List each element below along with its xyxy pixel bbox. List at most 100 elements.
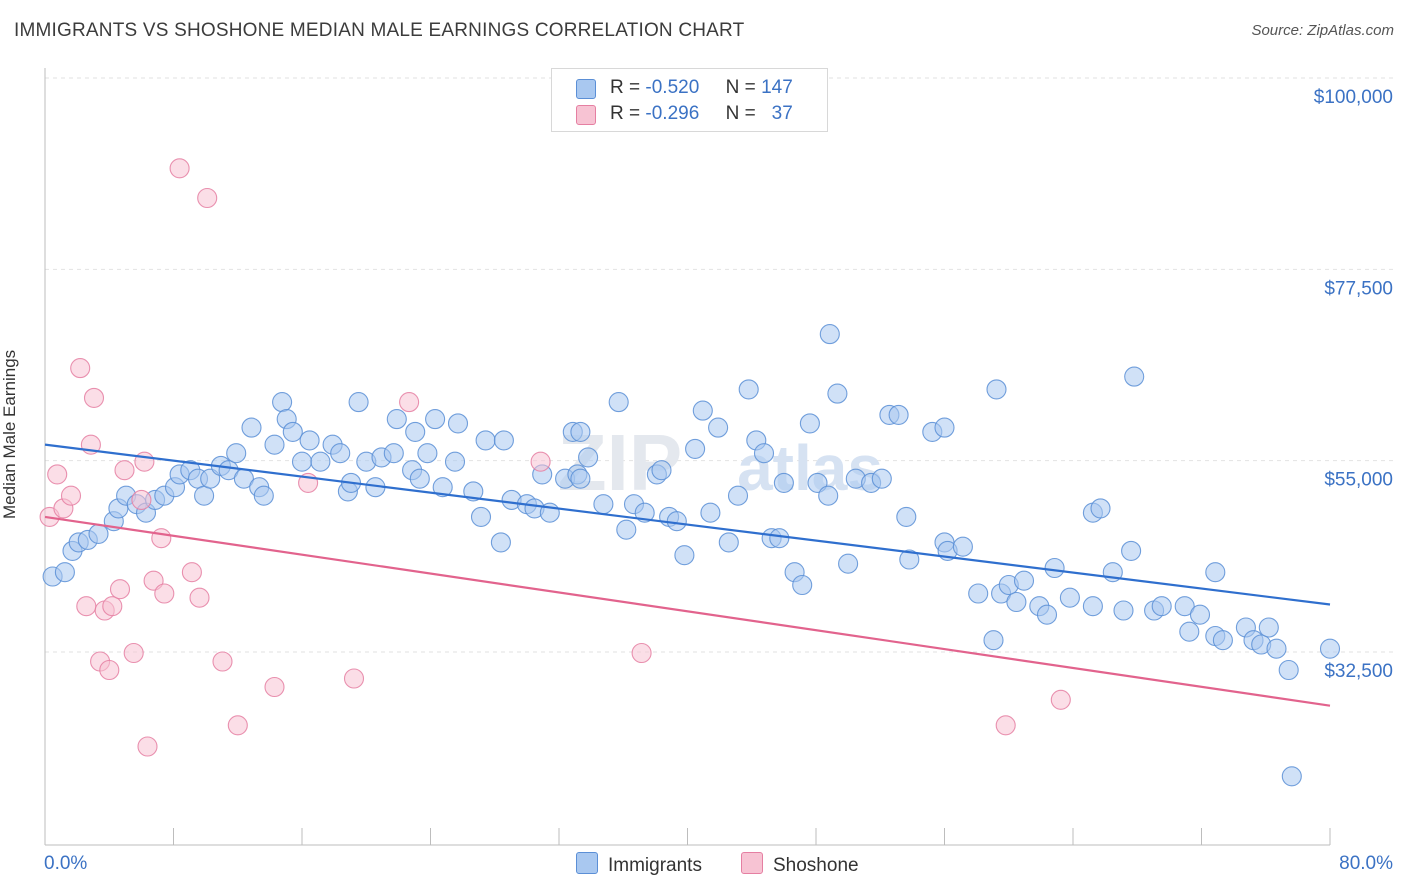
data-point [708, 417, 729, 438]
data-point [570, 468, 591, 489]
data-point [753, 443, 775, 464]
data-point [1036, 604, 1058, 625]
data-point [700, 502, 721, 523]
data-point [1090, 498, 1111, 519]
data-point [114, 460, 135, 481]
data-point [264, 434, 285, 455]
data-point [1013, 570, 1035, 591]
data-point [1151, 596, 1172, 617]
data-point [968, 583, 989, 604]
data-point [819, 324, 840, 345]
axes [44, 68, 1331, 846]
legend-r-value: -0.520 [645, 77, 700, 98]
data-point [1174, 596, 1195, 617]
data-point [282, 421, 303, 442]
data-point [60, 485, 82, 506]
data-point [818, 485, 839, 506]
data-point [253, 485, 274, 506]
data-point [490, 532, 511, 553]
data-point [493, 430, 514, 451]
data-point [425, 409, 446, 430]
data-point [330, 443, 351, 464]
data-point [1179, 621, 1200, 642]
x-tick-label-left: 0.0% [44, 853, 87, 874]
y-tick-label: $100,000 [1314, 87, 1393, 108]
data-point [348, 392, 369, 413]
data-point [769, 528, 790, 549]
data-point [102, 596, 123, 617]
data-point [896, 506, 917, 527]
data-point [272, 392, 293, 413]
data-point [212, 651, 233, 672]
data-point [1121, 540, 1142, 561]
series-immigrants [42, 324, 1341, 787]
y-tick-label: $77,500 [1324, 278, 1393, 299]
legend-swatch-shoshone [576, 105, 596, 125]
data-point [727, 485, 749, 506]
data-point [773, 472, 794, 493]
data-point [1205, 562, 1226, 583]
y-tick-label: $32,500 [1324, 661, 1393, 682]
data-point [1082, 596, 1103, 617]
data-point [181, 562, 202, 583]
legend-r-label: R = [610, 103, 641, 124]
data-point [1124, 366, 1145, 387]
data-point [70, 358, 91, 379]
data-point [1059, 587, 1080, 608]
data-point [827, 383, 848, 404]
data-point [417, 443, 438, 464]
data-point [666, 511, 687, 532]
data-point [264, 676, 285, 698]
data-point [799, 413, 820, 434]
data-point [194, 485, 215, 506]
data-point [76, 596, 97, 617]
legend-n-label: N = [725, 77, 756, 98]
chart-title: IMMIGRANTS VS SHOSHONE MEDIAN MALE EARNI… [14, 20, 745, 41]
legend-n-value: 147 [761, 77, 793, 98]
data-point [674, 545, 695, 566]
data-point [983, 630, 1004, 651]
data-point [227, 715, 248, 736]
data-point [47, 464, 68, 485]
data-point [399, 392, 420, 413]
data-point [616, 519, 637, 540]
data-point [475, 430, 496, 451]
data-point [463, 481, 484, 502]
y-axis-label: Median Male Earnings [0, 349, 19, 519]
data-point [88, 523, 109, 544]
correlation-legend: R = -0.520 N = 147 R = -0.296 N = 37 [551, 68, 828, 132]
data-point [570, 421, 591, 442]
data-point [888, 404, 909, 425]
data-point [1319, 638, 1341, 659]
data-point [134, 451, 155, 472]
legend-label-shoshone: Shoshone [773, 855, 859, 876]
data-point [123, 642, 144, 664]
data-point [291, 451, 313, 472]
data-point [99, 659, 120, 681]
legend-n-label: N = [725, 103, 756, 124]
data-point [608, 392, 629, 413]
data-point [631, 642, 652, 664]
data-point [169, 158, 190, 179]
data-point [685, 438, 706, 459]
data-point [226, 443, 247, 464]
data-point [83, 387, 105, 408]
data-point [651, 460, 672, 481]
data-point [1189, 604, 1211, 625]
x-tick-label-right: 80.0% [1339, 853, 1393, 874]
legend-r-value: -0.296 [645, 103, 700, 124]
grid-lines [45, 77, 1395, 653]
data-point [54, 562, 75, 583]
data-point [310, 451, 331, 472]
data-point [995, 715, 1016, 736]
data-point [1050, 689, 1071, 710]
legend-swatch-shoshone [741, 852, 763, 874]
data-point [444, 451, 466, 472]
data-point [1266, 638, 1287, 659]
data-point [343, 668, 365, 689]
data-point [1006, 591, 1027, 613]
data-point [470, 506, 492, 527]
data-point [386, 409, 407, 430]
series-legend: Immigrants Shoshone [0, 852, 1406, 878]
